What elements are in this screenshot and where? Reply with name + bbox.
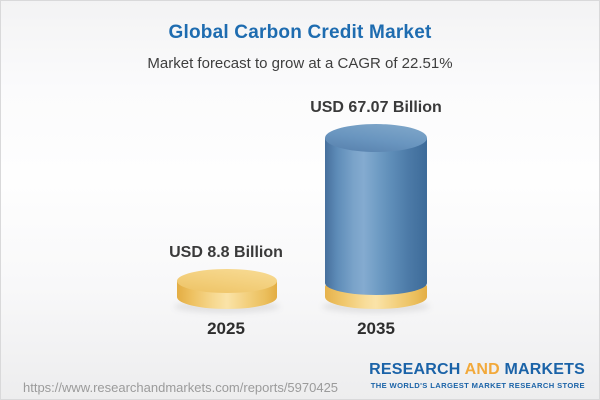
logo-word-and: AND bbox=[464, 361, 500, 378]
bar-2025-cylinder-top bbox=[177, 269, 277, 293]
logo-wordmark: RESEARCH AND MARKETS bbox=[369, 362, 585, 378]
logo-tagline: THE WORLD'S LARGEST MARKET RESEARCH STOR… bbox=[370, 381, 585, 390]
bar-2035-cylinder bbox=[325, 138, 427, 295]
page-title: Global Carbon Credit Market bbox=[168, 22, 432, 43]
axis-label-2025: 2025 bbox=[207, 319, 245, 338]
company-logo: RESEARCH AND MARKETS THE WORLD'S LARGEST… bbox=[369, 362, 585, 390]
logo-word-markets: MARKETS bbox=[504, 361, 585, 378]
axis-label-2035: 2035 bbox=[357, 319, 395, 338]
page-subtitle: Market forecast to grow at a CAGR of 22.… bbox=[147, 55, 453, 72]
value-label-2035: USD 67.07 Billion bbox=[310, 99, 442, 116]
bar-2035-cylinder-top bbox=[325, 124, 427, 152]
report-url: https://www.researchandmarkets.com/repor… bbox=[23, 380, 339, 395]
logo-word-research: RESEARCH bbox=[369, 361, 461, 378]
value-label-2025: USD 8.8 Billion bbox=[169, 244, 283, 261]
